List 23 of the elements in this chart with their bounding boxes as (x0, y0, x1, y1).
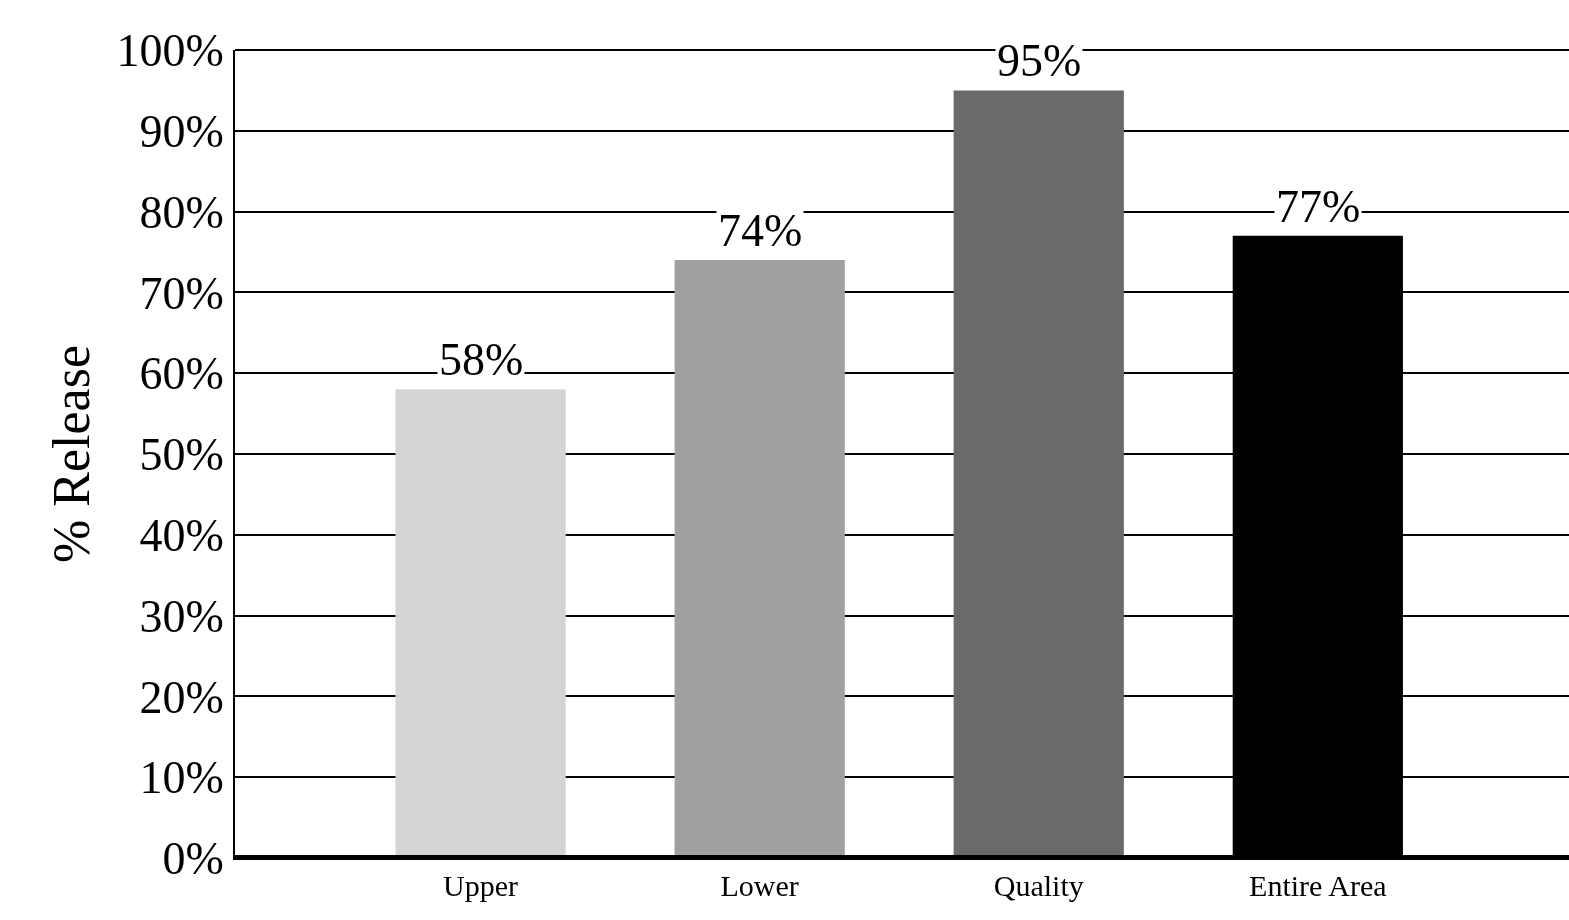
bar (674, 260, 845, 858)
x-tick-label: Entire Area (1249, 869, 1387, 902)
y-tick-label: 60% (139, 348, 224, 400)
data-label: 58% (439, 334, 524, 385)
data-label: 77% (1276, 181, 1361, 232)
x-tick-label: Lower (720, 869, 799, 902)
y-tick-label: 50% (139, 429, 224, 481)
data-label: 74% (718, 205, 803, 256)
y-tick-label: 30% (139, 590, 224, 642)
y-tick-label: 100% (116, 25, 224, 77)
y-axis-title: % Release (43, 344, 101, 564)
y-tick-label: 10% (139, 752, 224, 804)
y-tick-label: 0% (162, 833, 224, 885)
y-tick-label: 20% (139, 671, 224, 723)
x-tick-label: Quality (993, 869, 1084, 902)
data-label: 95% (997, 35, 1082, 86)
y-tick-label: 90% (139, 105, 224, 157)
y-tick-label: 80% (139, 186, 224, 238)
x-tick-label: Upper (443, 869, 519, 902)
bar (395, 389, 566, 858)
y-tick-label: 40% (139, 509, 224, 561)
y-tick-label: 70% (139, 267, 224, 319)
bar (953, 90, 1124, 858)
